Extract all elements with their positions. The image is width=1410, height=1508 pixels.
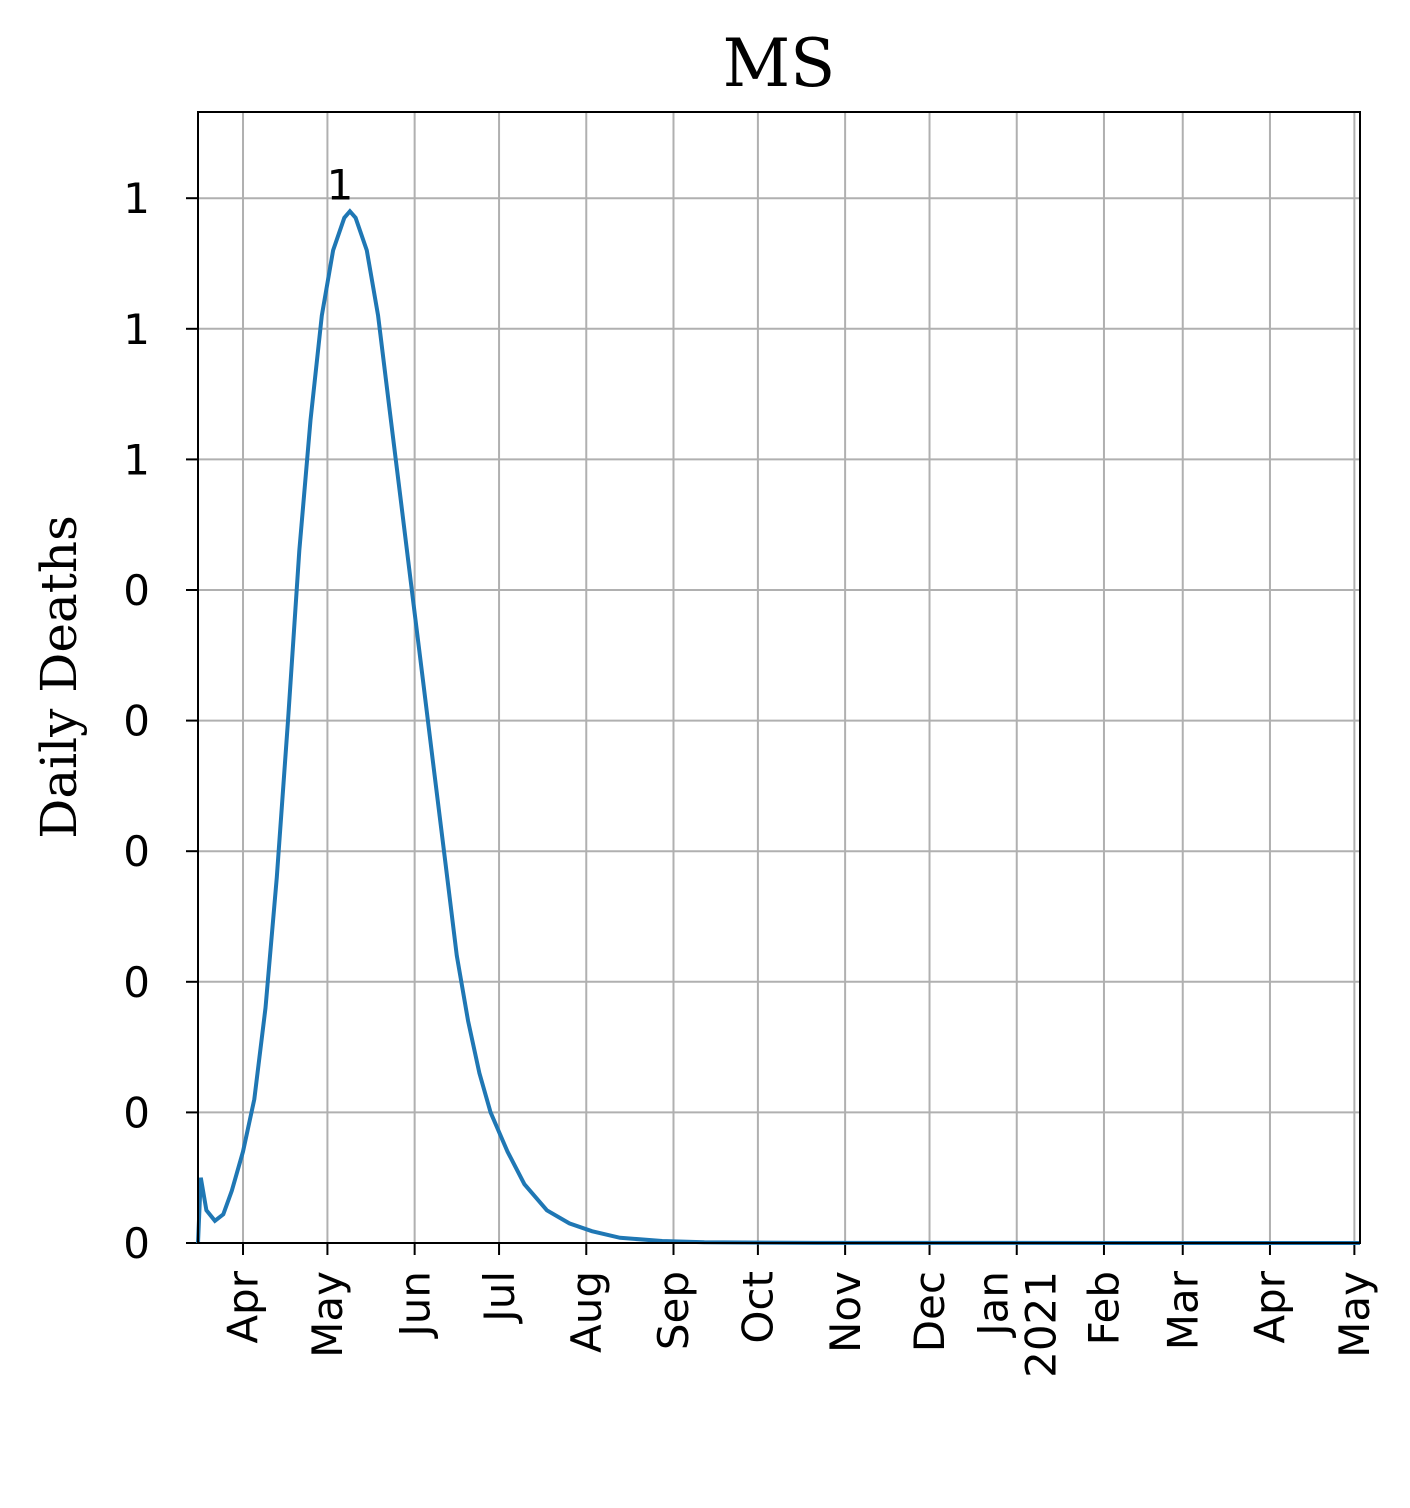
x-tick-label: Jan2021 — [968, 1271, 1065, 1378]
x-tick-label: Oct — [734, 1271, 783, 1344]
y-tick-label: 1 — [123, 435, 150, 484]
peak-label: 1 — [327, 160, 354, 209]
y-tick-label: 1 — [123, 305, 150, 354]
y-tick-label: 1 — [123, 174, 150, 223]
data-line — [196, 208, 1361, 1245]
y-tick-label: 0 — [123, 827, 150, 876]
x-tick-label: Dec — [905, 1271, 954, 1352]
y-axis-label: Daily Deaths — [30, 515, 88, 838]
x-tick-label: Sep — [649, 1271, 698, 1350]
y-tick-label: 0 — [123, 1088, 150, 1137]
x-tick-label: Jul — [475, 1271, 524, 1325]
plot-frame — [197, 111, 1361, 1244]
x-tick-label: Nov — [821, 1271, 870, 1353]
y-tick-label: 0 — [123, 958, 150, 1007]
x-tick-label: Apr — [1246, 1270, 1295, 1343]
x-tick-label: Aug — [562, 1271, 611, 1353]
x-tick-label: Apr — [219, 1270, 268, 1343]
y-tick-label: 0 — [123, 1219, 150, 1268]
x-tick-label: May — [303, 1271, 352, 1358]
x-tick-label: May — [1330, 1271, 1379, 1358]
chart-title: MS — [723, 25, 836, 102]
x-tick-label: Jun — [390, 1271, 439, 1340]
x-tick-label: Mar — [1158, 1270, 1207, 1350]
x-tick-label: Feb — [1080, 1271, 1129, 1345]
y-tick-label: 0 — [123, 566, 150, 615]
y-tick-label: 0 — [123, 697, 150, 746]
